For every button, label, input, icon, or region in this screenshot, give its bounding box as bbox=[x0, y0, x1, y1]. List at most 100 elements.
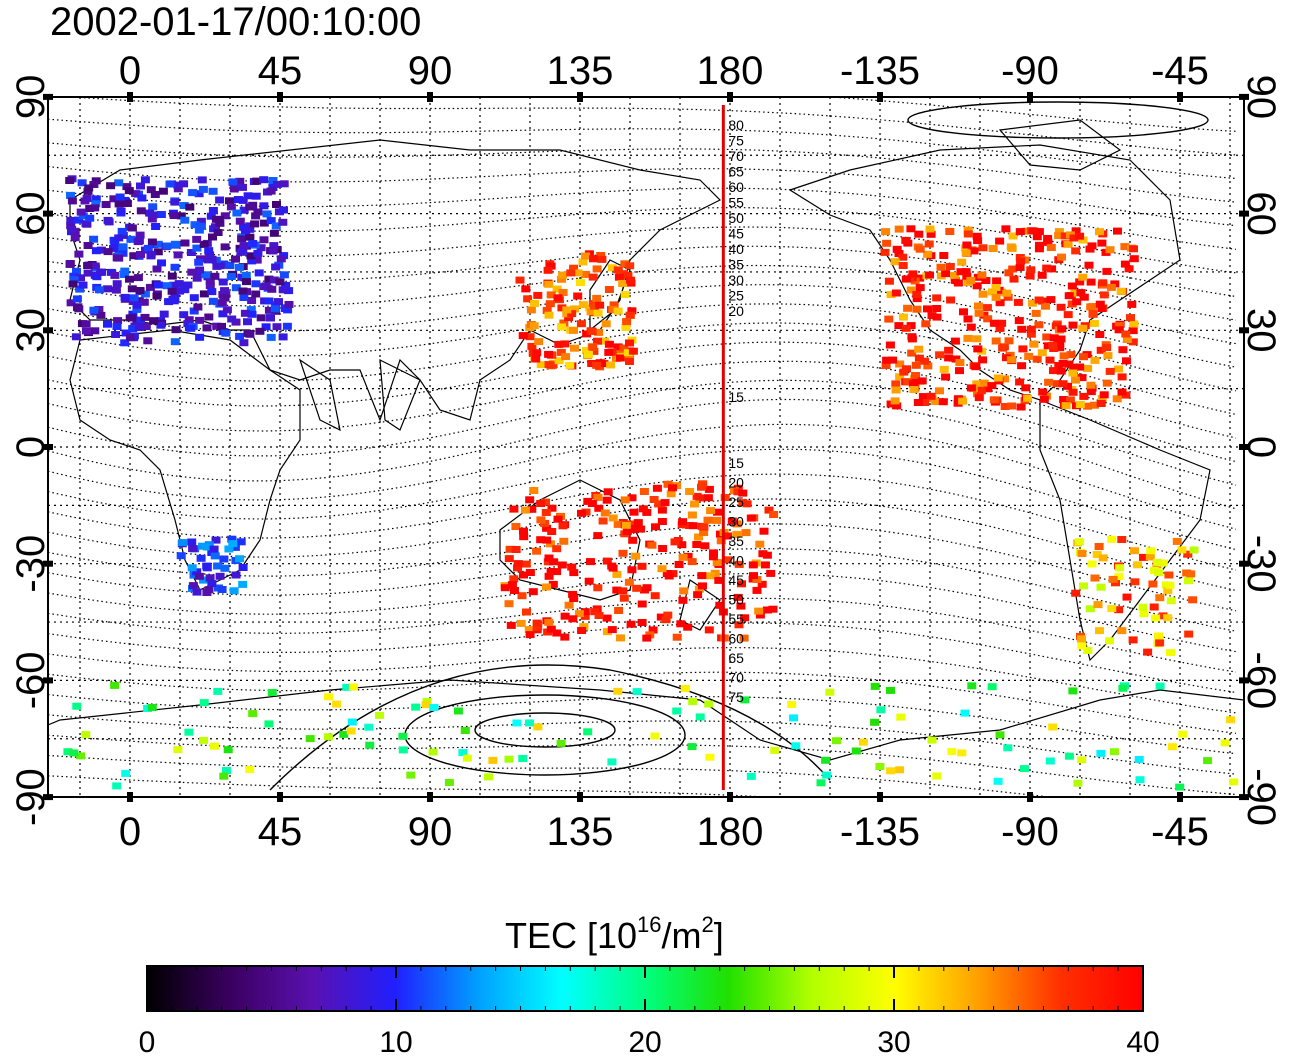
tec-cell bbox=[637, 562, 647, 570]
tec-cell bbox=[901, 275, 911, 283]
tec-cell bbox=[91, 177, 101, 185]
tec-cell bbox=[932, 772, 942, 780]
tec-cell bbox=[660, 499, 670, 507]
tec-cell bbox=[903, 304, 913, 312]
tec-cell bbox=[1016, 257, 1026, 265]
tec-cell bbox=[1077, 374, 1087, 382]
tec-cell bbox=[618, 549, 628, 557]
tec-cell bbox=[528, 588, 538, 596]
tec-cell bbox=[1114, 322, 1124, 330]
tec-cell bbox=[1186, 570, 1196, 578]
tec-cell bbox=[1114, 573, 1124, 581]
tec-cell bbox=[1128, 327, 1138, 335]
tec-cell bbox=[588, 343, 598, 351]
tec-cell bbox=[85, 205, 95, 212]
tec-cell bbox=[614, 273, 624, 281]
tec-cell bbox=[279, 206, 288, 214]
tec-cell bbox=[83, 242, 93, 249]
tec-cell bbox=[1099, 391, 1109, 399]
tec-cell bbox=[704, 700, 714, 708]
tec-cell bbox=[120, 339, 130, 347]
tec-cell bbox=[509, 505, 519, 513]
tec-cell bbox=[733, 593, 743, 601]
tec-cell bbox=[259, 219, 269, 227]
tec-cell bbox=[253, 249, 263, 257]
tec-cell bbox=[1220, 739, 1230, 747]
tec-cell bbox=[111, 286, 121, 294]
tec-cell bbox=[627, 566, 637, 574]
tec-cell bbox=[245, 222, 255, 230]
tec-cell bbox=[264, 306, 274, 314]
tec-cell bbox=[567, 310, 577, 318]
tec-cell bbox=[170, 198, 180, 206]
tec-cell bbox=[1075, 278, 1085, 286]
tec-cell bbox=[109, 244, 118, 252]
tec-cell bbox=[74, 250, 84, 258]
tec-cell bbox=[911, 361, 921, 369]
tec-cell bbox=[504, 555, 514, 563]
tec-cell bbox=[72, 295, 82, 303]
tec-cell bbox=[558, 289, 568, 296]
tec-cell bbox=[637, 600, 647, 608]
bottom-lon-tick-label: 135 bbox=[547, 810, 614, 854]
tec-cell bbox=[1188, 596, 1198, 604]
tec-cell bbox=[993, 777, 1003, 785]
mag-contour bbox=[48, 734, 1237, 796]
tec-cell bbox=[154, 281, 163, 289]
tec-cell bbox=[89, 181, 99, 188]
tec-cell bbox=[1153, 558, 1163, 566]
tec-cell bbox=[995, 237, 1005, 245]
colorbar-tick-label: 30 bbox=[877, 1026, 910, 1057]
tec-cell bbox=[593, 493, 603, 501]
tec-cell bbox=[134, 297, 144, 305]
tec-cell bbox=[76, 752, 86, 760]
tec-cell bbox=[264, 275, 274, 283]
tec-cell bbox=[746, 772, 756, 780]
tec-cell bbox=[421, 701, 431, 709]
tec-cell bbox=[1044, 378, 1054, 386]
tec-cell bbox=[1058, 380, 1068, 388]
tec-cell bbox=[114, 234, 124, 242]
tec-cell bbox=[133, 238, 143, 246]
tec-cell bbox=[604, 348, 614, 356]
tec-cell bbox=[907, 349, 917, 357]
tec-cell bbox=[266, 314, 275, 322]
tec-cell bbox=[269, 276, 279, 284]
tec-cell bbox=[227, 315, 237, 323]
tec-cell bbox=[972, 335, 982, 343]
tec-cell bbox=[1056, 335, 1066, 343]
tec-cell bbox=[225, 197, 234, 205]
tec-cell bbox=[534, 338, 544, 346]
tec-cell bbox=[519, 533, 529, 541]
tec-cell bbox=[748, 561, 758, 569]
tec-cell bbox=[1038, 388, 1048, 396]
tec-cell bbox=[530, 300, 539, 307]
tec-cell bbox=[506, 621, 516, 629]
tec-cell bbox=[196, 554, 206, 562]
tec-cell bbox=[167, 272, 177, 280]
tec-cell bbox=[629, 508, 639, 516]
tec-cell bbox=[1061, 402, 1071, 410]
tec-cell bbox=[532, 349, 542, 357]
tec-cell bbox=[241, 271, 251, 279]
tec-cell bbox=[931, 398, 941, 405]
contour-label: 35 bbox=[728, 257, 744, 273]
tec-cell bbox=[734, 560, 744, 568]
top-lon-tick-label: -90 bbox=[1001, 49, 1059, 93]
tec-cell bbox=[268, 247, 278, 255]
tec-cell bbox=[526, 306, 536, 314]
tec-cell bbox=[758, 550, 768, 558]
left-lat-tick-label: -60 bbox=[9, 651, 53, 709]
tec-cell bbox=[68, 280, 78, 288]
tec-cell bbox=[1084, 261, 1094, 269]
frame-tick bbox=[1177, 92, 1183, 102]
tec-cell bbox=[146, 250, 156, 258]
tec-cell bbox=[198, 185, 208, 193]
tec-cell bbox=[670, 538, 680, 546]
tec-cell bbox=[169, 212, 179, 219]
tec-cell bbox=[96, 311, 106, 319]
tec-cell bbox=[1163, 614, 1173, 622]
right-lat-tick-label: 60 bbox=[1239, 191, 1283, 236]
tec-cell bbox=[235, 332, 245, 340]
tec-cell bbox=[1094, 543, 1104, 550]
